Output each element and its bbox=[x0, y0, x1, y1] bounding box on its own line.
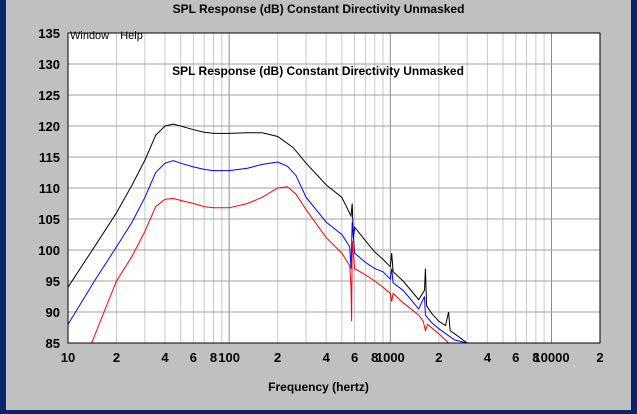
y-tick-label: 85 bbox=[46, 336, 60, 351]
x-tick-label: 10000 bbox=[533, 350, 569, 365]
x-tick-label: 100 bbox=[218, 350, 240, 365]
series-line-1 bbox=[68, 123, 468, 343]
menu-help[interactable]: Help bbox=[120, 30, 143, 42]
menu-window[interactable]: Window bbox=[70, 30, 110, 42]
x-tick-label: 4 bbox=[323, 350, 331, 365]
x-tick-label: 1000 bbox=[376, 350, 405, 365]
x-tick-label: 2 bbox=[113, 350, 120, 365]
x-axis-label: Frequency (hertz) bbox=[268, 380, 369, 394]
series-line-3 bbox=[91, 186, 449, 343]
window-bottom-border bbox=[0, 410, 637, 414]
x-tick-label: 4 bbox=[484, 350, 492, 365]
x-tick-label: 2 bbox=[274, 350, 281, 365]
series-line-2 bbox=[68, 160, 468, 343]
window-left-border bbox=[0, 0, 6, 414]
menu-bar-remnant[interactable]: Window Help bbox=[70, 30, 151, 42]
x-tick-label: 6 bbox=[190, 350, 197, 365]
y-tick-label: 90 bbox=[46, 305, 60, 320]
x-tick-label: 4 bbox=[161, 350, 169, 365]
grid-major-lines bbox=[68, 63, 600, 313]
y-tick-label: 125 bbox=[38, 88, 60, 103]
y-tick-label: 120 bbox=[38, 119, 60, 134]
x-tick-label: 2 bbox=[596, 350, 603, 365]
y-tick-label: 105 bbox=[38, 212, 60, 227]
series-layer bbox=[68, 123, 468, 343]
x-tick-label: 10 bbox=[61, 350, 75, 365]
window-right-border bbox=[631, 0, 637, 414]
x-tick-label: 6 bbox=[351, 350, 358, 365]
window-title: SPL Response (dB) Constant Directivity U… bbox=[172, 2, 465, 16]
x-tick-label: 2 bbox=[435, 350, 442, 365]
y-tick-label: 100 bbox=[38, 243, 60, 258]
y-tick-label: 130 bbox=[38, 57, 60, 72]
x-tick-label: 8 bbox=[532, 350, 539, 365]
x-tick-label: 8 bbox=[371, 350, 378, 365]
x-tick-label: 6 bbox=[512, 350, 519, 365]
y-tick-label: 115 bbox=[39, 150, 60, 165]
y-axis-ticks: 85 90 95 100 105 110 115 120 125 130 135 bbox=[38, 26, 60, 351]
chart-title: SPL Response (dB) Constant Directivity U… bbox=[172, 64, 464, 78]
plot-border bbox=[67, 32, 601, 344]
x-tick-label: 8 bbox=[210, 350, 217, 365]
y-tick-label: 95 bbox=[46, 274, 60, 289]
y-tick-label: 135 bbox=[38, 26, 60, 41]
y-tick-label: 110 bbox=[39, 181, 60, 196]
